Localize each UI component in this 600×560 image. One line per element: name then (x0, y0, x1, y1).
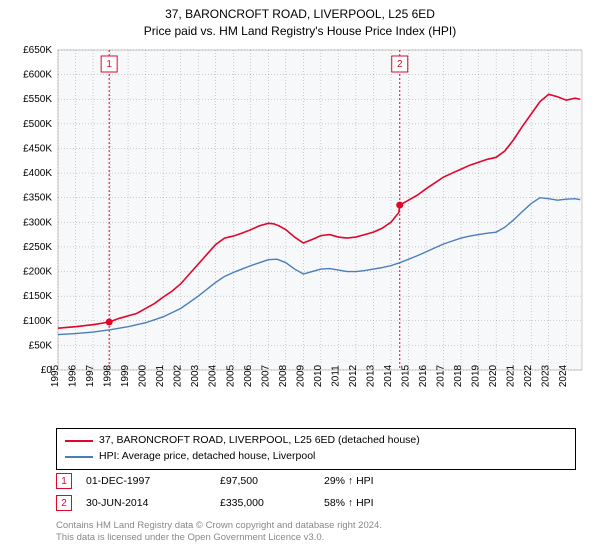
svg-text:2004: 2004 (208, 364, 219, 387)
legend-row: 37, BARONCROFT ROAD, LIVERPOOL, L25 6ED … (65, 433, 567, 449)
sales-table: 1 01-DEC-1997 £97,500 29% ↑ HPI 2 30-JUN… (56, 470, 576, 514)
svg-text:£300K: £300K (23, 217, 52, 228)
sale-delta: 29% ↑ HPI (324, 475, 414, 487)
sale-date: 01-DEC-1997 (86, 475, 206, 487)
svg-text:2024: 2024 (558, 364, 569, 387)
svg-text:2015: 2015 (401, 364, 412, 387)
sale-marker-num: 2 (61, 498, 67, 509)
svg-text:1: 1 (106, 59, 112, 70)
svg-text:2014: 2014 (383, 364, 394, 387)
svg-text:2012: 2012 (348, 364, 359, 387)
svg-text:2005: 2005 (225, 364, 236, 387)
chart-title-line2: Price paid vs. HM Land Registry's House … (0, 23, 600, 40)
chart-title-line1: 37, BARONCROFT ROAD, LIVERPOOL, L25 6ED (0, 6, 600, 23)
legend-row: HPI: Average price, detached house, Live… (65, 449, 567, 465)
svg-text:1995: 1995 (50, 364, 61, 387)
svg-text:£600K: £600K (23, 70, 52, 81)
svg-text:2013: 2013 (365, 364, 376, 387)
svg-text:2007: 2007 (260, 364, 271, 387)
svg-text:2023: 2023 (541, 364, 552, 387)
svg-text:£400K: £400K (23, 168, 52, 179)
svg-text:2010: 2010 (313, 364, 324, 387)
svg-text:1998: 1998 (103, 364, 114, 387)
legend-swatch (65, 440, 93, 442)
svg-text:1997: 1997 (85, 364, 96, 387)
sale-price: £335,000 (220, 497, 310, 509)
svg-text:2003: 2003 (190, 364, 201, 387)
svg-text:£500K: £500K (23, 119, 52, 130)
sale-marker-box: 2 (56, 495, 72, 511)
legend-label: HPI: Average price, detached house, Live… (99, 449, 315, 465)
sale-price: £97,500 (220, 475, 310, 487)
legend-swatch (65, 456, 93, 458)
svg-text:2020: 2020 (488, 364, 499, 387)
sale-date: 30-JUN-2014 (86, 497, 206, 509)
svg-text:2011: 2011 (330, 365, 341, 387)
svg-text:£150K: £150K (23, 291, 52, 302)
svg-text:2016: 2016 (418, 364, 429, 387)
line-chart-svg: £0£50K£100K£150K£200K£250K£300K£350K£400… (8, 42, 592, 422)
legend: 37, BARONCROFT ROAD, LIVERPOOL, L25 6ED … (56, 428, 576, 470)
svg-text:2: 2 (397, 59, 403, 70)
footer-attribution: Contains HM Land Registry data © Crown c… (56, 520, 576, 545)
svg-text:2001: 2001 (155, 364, 166, 387)
footer-line2: This data is licensed under the Open Gov… (56, 532, 576, 544)
svg-text:2008: 2008 (278, 364, 289, 387)
svg-text:2000: 2000 (138, 364, 149, 387)
svg-text:£350K: £350K (23, 193, 52, 204)
svg-text:£200K: £200K (23, 267, 52, 278)
svg-text:£450K: £450K (23, 143, 52, 154)
svg-text:2006: 2006 (243, 364, 254, 387)
svg-text:2018: 2018 (453, 364, 464, 387)
svg-text:£650K: £650K (23, 45, 52, 56)
sale-marker-box: 1 (56, 473, 72, 489)
sale-row: 1 01-DEC-1997 £97,500 29% ↑ HPI (56, 470, 576, 492)
svg-text:£100K: £100K (23, 316, 52, 327)
sale-row: 2 30-JUN-2014 £335,000 58% ↑ HPI (56, 492, 576, 514)
sale-delta: 58% ↑ HPI (324, 497, 414, 509)
svg-text:£50K: £50K (29, 340, 53, 351)
svg-text:£550K: £550K (23, 94, 52, 105)
svg-text:2021: 2021 (506, 364, 517, 387)
svg-text:£250K: £250K (23, 242, 52, 253)
svg-text:2002: 2002 (173, 364, 184, 387)
footer-line1: Contains HM Land Registry data © Crown c… (56, 520, 576, 532)
svg-text:1999: 1999 (120, 364, 131, 387)
svg-text:2009: 2009 (295, 364, 306, 387)
chart-title-block: 37, BARONCROFT ROAD, LIVERPOOL, L25 6ED … (0, 0, 600, 40)
sale-marker-num: 1 (61, 476, 67, 487)
svg-text:2019: 2019 (471, 364, 482, 387)
svg-text:1996: 1996 (68, 364, 79, 387)
svg-text:2017: 2017 (436, 364, 447, 387)
legend-label: 37, BARONCROFT ROAD, LIVERPOOL, L25 6ED … (99, 433, 420, 449)
svg-text:2022: 2022 (523, 364, 534, 387)
chart-area: £0£50K£100K£150K£200K£250K£300K£350K£400… (8, 42, 592, 422)
